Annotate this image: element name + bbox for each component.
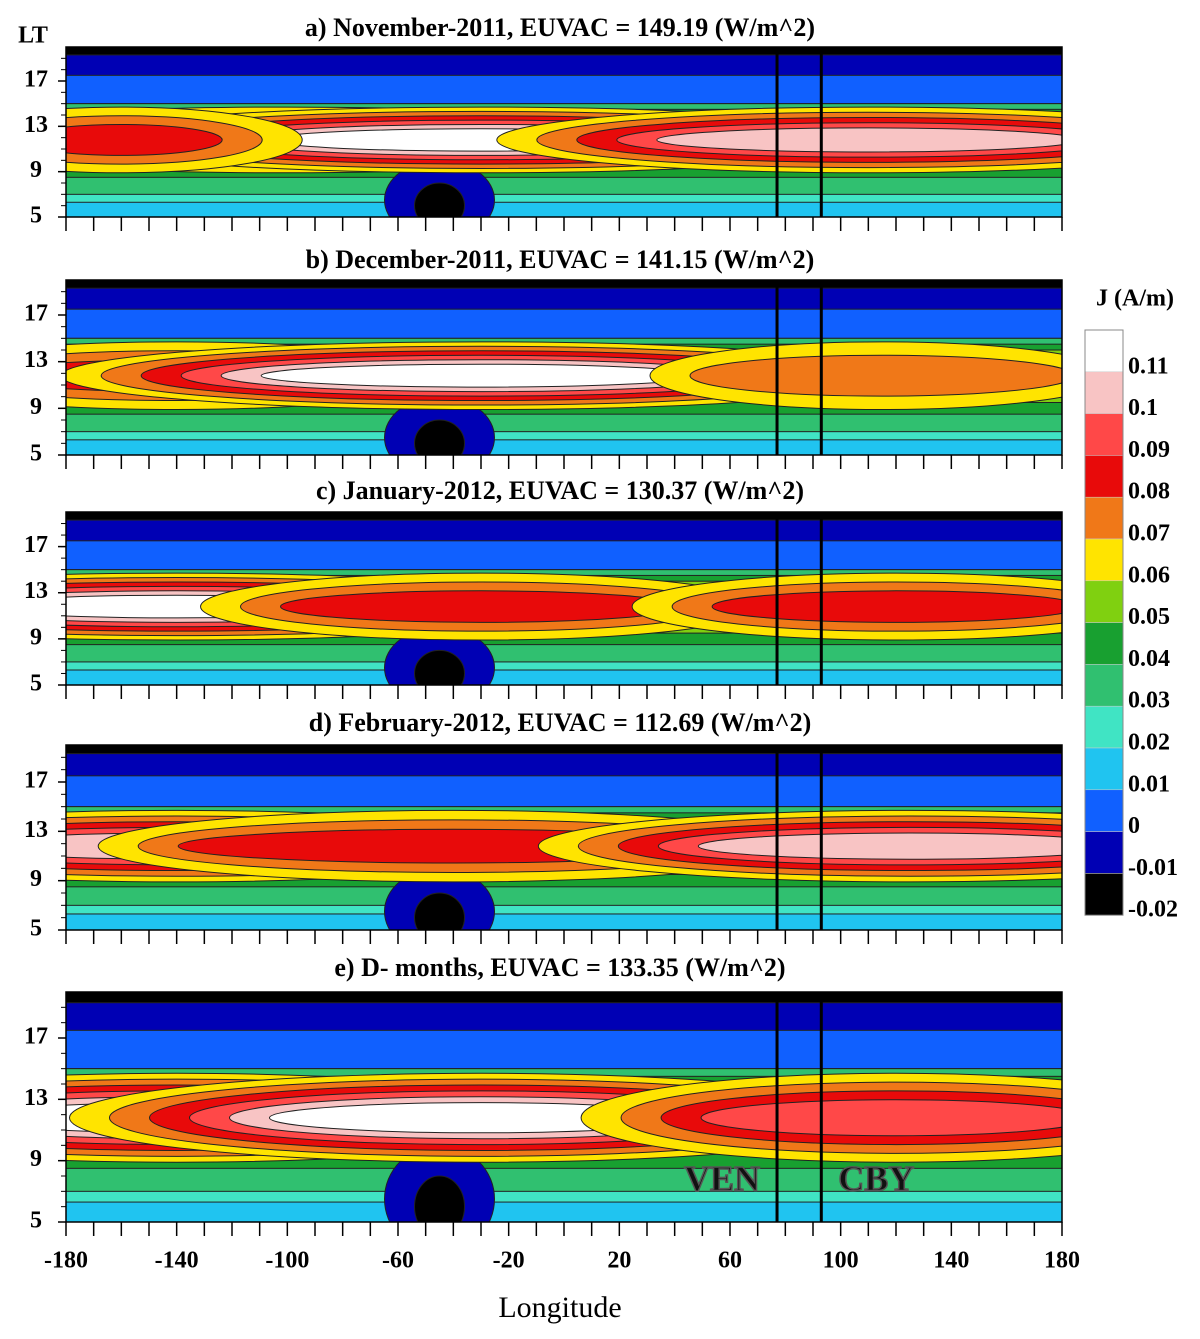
station-label: CBY bbox=[838, 1158, 914, 1198]
colorbar-label: 0.02 bbox=[1128, 730, 1170, 756]
y-tick-label: 5 bbox=[30, 441, 42, 467]
y-tick-label: 9 bbox=[30, 624, 42, 650]
contour-level bbox=[689, 354, 1062, 397]
contour-level bbox=[414, 1175, 465, 1222]
colorbar-swatch bbox=[1084, 705, 1124, 749]
colorbar-label: 0.11 bbox=[1128, 353, 1169, 379]
contour-level bbox=[414, 182, 465, 217]
y-tick-label: 13 bbox=[24, 1085, 48, 1111]
contour-level bbox=[414, 649, 465, 685]
x-tick-label: 180 bbox=[1044, 1248, 1080, 1274]
y-tick-label: 9 bbox=[30, 157, 42, 183]
colorbar-label: 0.09 bbox=[1128, 437, 1170, 463]
contour-level bbox=[414, 892, 465, 930]
colorbar-swatch bbox=[1084, 329, 1124, 373]
contour-field bbox=[66, 47, 1062, 217]
contour-level bbox=[260, 363, 702, 388]
y-tick-label: 17 bbox=[24, 1024, 48, 1050]
contour-band bbox=[66, 1201, 1062, 1222]
contour-field bbox=[66, 745, 1062, 930]
colorbar-swatch bbox=[1084, 455, 1124, 498]
y-tick-label: 17 bbox=[24, 301, 48, 327]
y-tick-label: 13 bbox=[24, 347, 48, 373]
colorbar-label: 0.07 bbox=[1128, 521, 1170, 547]
colorbar-label: 0.05 bbox=[1128, 604, 1170, 630]
colorbar-title: J (A/m) bbox=[1096, 286, 1174, 312]
contour-level bbox=[280, 590, 682, 623]
colorbar-swatch bbox=[1084, 789, 1124, 832]
y-tick-label: 13 bbox=[24, 578, 48, 604]
colorbar-label: 0.04 bbox=[1128, 646, 1170, 672]
colorbar-label: 0.1 bbox=[1128, 395, 1158, 421]
x-tick-label: -140 bbox=[155, 1248, 199, 1274]
colorbar-frame bbox=[1084, 329, 1124, 916]
colorbar-swatch bbox=[1084, 831, 1124, 874]
y-tick-label: 9 bbox=[30, 394, 42, 420]
contour-band bbox=[66, 913, 1062, 930]
colorbar-label: 0.06 bbox=[1128, 562, 1170, 588]
contour-level bbox=[697, 832, 1062, 860]
contour-band bbox=[66, 201, 1062, 217]
y-tick-label: 9 bbox=[30, 866, 42, 892]
x-tick-label: -60 bbox=[382, 1248, 414, 1274]
colorbar-swatch bbox=[1084, 371, 1124, 414]
colorbar-swatch bbox=[1084, 622, 1124, 665]
y-tick-label: 5 bbox=[30, 916, 42, 942]
contour-level bbox=[656, 127, 1062, 153]
colorbar-label: -0.01 bbox=[1128, 855, 1178, 881]
y-tick-label: 5 bbox=[30, 203, 42, 229]
panel-title: e) D- months, EUVAC = 133.35 (W/m^2) bbox=[334, 953, 785, 982]
y-tick-label: 9 bbox=[30, 1146, 42, 1172]
contour-field bbox=[66, 992, 1062, 1222]
y-tick-label: 13 bbox=[24, 112, 48, 138]
x-tick-label: -20 bbox=[493, 1248, 525, 1274]
contour-band bbox=[66, 439, 1062, 455]
y-tick-label: 5 bbox=[30, 1208, 42, 1234]
y-tick-label: 17 bbox=[24, 67, 48, 93]
station-label: VEN bbox=[684, 1158, 760, 1198]
x-tick-label: 60 bbox=[718, 1248, 742, 1274]
contour-field bbox=[66, 512, 1062, 685]
contour-level bbox=[414, 419, 465, 455]
colorbar-swatch bbox=[1084, 413, 1124, 456]
contour-level bbox=[700, 1099, 1062, 1137]
contour-field bbox=[66, 280, 1062, 455]
colorbar-swatch bbox=[1084, 496, 1124, 540]
colorbar-label: 0.01 bbox=[1128, 771, 1170, 797]
y-tick-label: 17 bbox=[24, 768, 48, 794]
y-axis-label: LT bbox=[18, 23, 48, 49]
colorbar-label: -0.02 bbox=[1128, 897, 1178, 923]
colorbar-swatch bbox=[1084, 538, 1124, 582]
contour-level bbox=[711, 590, 1062, 623]
y-tick-label: 13 bbox=[24, 817, 48, 843]
x-tick-label: 140 bbox=[933, 1248, 969, 1274]
y-tick-label: 17 bbox=[24, 532, 48, 558]
contour-band bbox=[66, 992, 1062, 1004]
contour-band bbox=[66, 745, 1062, 755]
colorbar-label: 0 bbox=[1128, 813, 1140, 839]
colorbar-swatch bbox=[1084, 747, 1124, 791]
panel-title: d) February-2012, EUVAC = 112.69 (W/m^2) bbox=[309, 708, 811, 737]
panel-title: c) January-2012, EUVAC = 130.37 (W/m^2) bbox=[316, 476, 804, 505]
colorbar-label: 0.08 bbox=[1128, 479, 1170, 505]
x-tick-label: -180 bbox=[44, 1248, 88, 1274]
colorbar-swatch bbox=[1084, 580, 1124, 623]
y-tick-label: 5 bbox=[30, 671, 42, 697]
panel-title: b) December-2011, EUVAC = 141.15 (W/m^2) bbox=[306, 245, 815, 274]
panel-title: a) November-2011, EUVAC = 149.19 (W/m^2) bbox=[305, 13, 815, 42]
contour-band bbox=[66, 47, 1062, 56]
colorbar-label: 0.03 bbox=[1128, 688, 1170, 714]
colorbar-swatch bbox=[1084, 664, 1124, 707]
contour-band bbox=[66, 280, 1062, 289]
contour-level bbox=[66, 123, 223, 156]
x-axis-label: Longitude bbox=[498, 1291, 621, 1324]
colorbar-swatch bbox=[1084, 873, 1124, 916]
contour-band bbox=[66, 512, 1062, 521]
x-tick-label: 100 bbox=[823, 1248, 859, 1274]
x-tick-label: 20 bbox=[607, 1248, 631, 1274]
contour-band bbox=[66, 669, 1062, 685]
x-tick-label: -100 bbox=[265, 1248, 309, 1274]
